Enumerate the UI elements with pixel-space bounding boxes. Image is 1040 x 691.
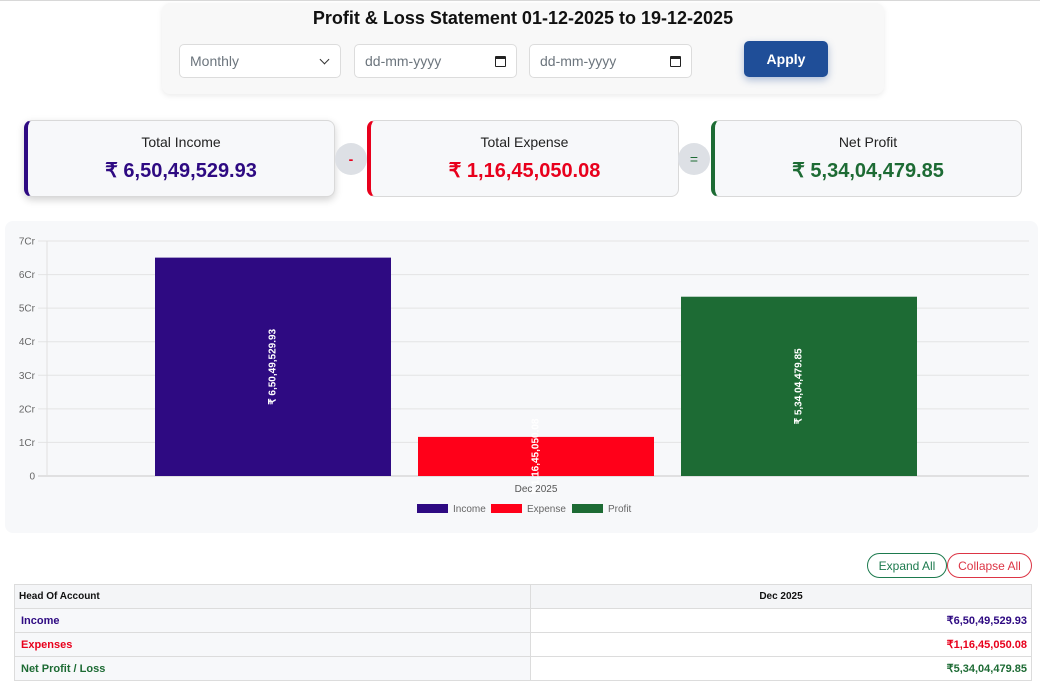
- bar-value-label: ₹ 1,16,45,050.08: [531, 418, 542, 494]
- page-title: Profit & Loss Statement 01-12-2025 to 19…: [312, 8, 734, 28]
- equals-operator-icon: =: [678, 143, 710, 175]
- column-header-account: Head Of Account: [14, 584, 531, 609]
- pl-bar-chart: 0 1Cr 2Cr 3Cr 4Cr 5Cr 6Cr 7Cr ₹ 6,50,49,529.93 ₹ …: [5, 221, 1038, 533]
- expand-all-button[interactable]: Expand All: [867, 553, 947, 578]
- account-value: ₹6,50,49,529.93: [530, 608, 1032, 633]
- legend-swatch-income[interactable]: [417, 504, 448, 513]
- y-tick-label: 0: [29, 472, 35, 483]
- to-date-placeholder: dd-mm-yyyy: [540, 53, 617, 69]
- table-header-row: Head Of Account Dec 2025: [14, 584, 1032, 609]
- account-value: ₹1,16,45,050.08: [530, 632, 1032, 657]
- net-profit-value: ₹ 5,34,04,479.85: [792, 160, 944, 182]
- table-row-net-profit: Net Profit / Loss ₹5,34,04,479.85: [14, 656, 1032, 681]
- bar-value-label: ₹ 6,50,49,529.93: [268, 328, 279, 404]
- period-select-value: Monthly: [190, 53, 240, 69]
- chart-canvas: 0 1Cr 2Cr 3Cr 4Cr 5Cr 6Cr 7Cr ₹ 6,50,49,529.93 ₹ …: [19, 237, 1029, 515]
- total-expense-label: Total Expense: [480, 134, 569, 150]
- calendar-icon[interactable]: [495, 55, 506, 67]
- y-tick-label: 6Cr: [19, 270, 36, 281]
- from-date-placeholder: dd-mm-yyyy: [365, 53, 442, 69]
- legend-swatch-profit[interactable]: [572, 504, 603, 513]
- calendar-icon[interactable]: [670, 55, 681, 67]
- net-profit-card: Net Profit ₹ 5,34,04,479.85: [711, 120, 1022, 197]
- minus-operator-icon: -: [335, 143, 367, 175]
- collapse-all-button[interactable]: Collapse All: [947, 553, 1032, 578]
- bar-value-label: ₹ 5,34,04,479.85: [794, 348, 805, 424]
- total-income-card: Total Income ₹ 6,50,49,529.93: [24, 120, 335, 197]
- apply-button[interactable]: Apply: [744, 41, 828, 77]
- filter-panel: Profit & Loss Statement 01-12-2025 to 19…: [162, 3, 884, 94]
- account-name: Net Profit / Loss: [14, 656, 531, 681]
- bar-profit[interactable]: [681, 296, 917, 476]
- legend-swatch-expense[interactable]: [491, 504, 522, 513]
- total-income-label: Total Income: [141, 134, 221, 150]
- y-tick-label: 5Cr: [19, 304, 36, 315]
- y-tick-label: 4Cr: [19, 337, 36, 348]
- account-name[interactable]: Expenses: [14, 632, 531, 657]
- y-tick-label: 7Cr: [19, 237, 36, 248]
- y-tick-label: 2Cr: [19, 404, 36, 415]
- total-expense-card: Total Expense ₹ 1,16,45,050.08: [367, 120, 679, 197]
- legend-label-expense[interactable]: Expense: [527, 504, 566, 515]
- y-tick-label: 3Cr: [19, 371, 36, 382]
- account-value: ₹5,34,04,479.85: [530, 656, 1032, 681]
- pl-table: Head Of Account Dec 2025 Income ₹6,50,49…: [14, 584, 1032, 681]
- account-name[interactable]: Income: [14, 608, 531, 633]
- x-tick-label: Dec 2025: [515, 484, 558, 495]
- legend-label-income[interactable]: Income: [453, 504, 486, 515]
- y-tick-label: 1Cr: [19, 438, 36, 449]
- total-expense-value: ₹ 1,16,45,050.08: [448, 160, 601, 182]
- bar-expense[interactable]: [418, 436, 654, 476]
- chevron-down-icon: [319, 54, 330, 64]
- total-income-value: ₹ 6,50,49,529.93: [105, 160, 257, 182]
- net-profit-label: Net Profit: [838, 134, 898, 150]
- table-row-income[interactable]: Income ₹6,50,49,529.93: [14, 608, 1032, 633]
- column-header-period: Dec 2025: [530, 584, 1032, 609]
- to-date-input[interactable]: dd-mm-yyyy: [529, 44, 692, 78]
- bar-income[interactable]: [155, 257, 391, 476]
- from-date-input[interactable]: dd-mm-yyyy: [354, 44, 517, 78]
- table-row-expenses[interactable]: Expenses ₹1,16,45,050.08: [14, 632, 1032, 657]
- period-select[interactable]: Monthly: [179, 44, 341, 78]
- legend-label-profit[interactable]: Profit: [608, 504, 632, 515]
